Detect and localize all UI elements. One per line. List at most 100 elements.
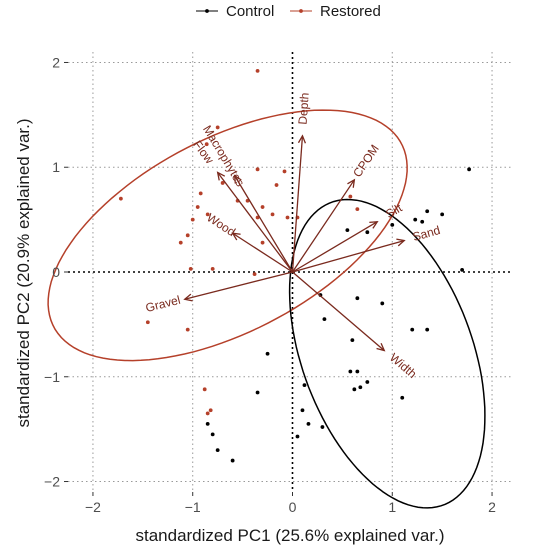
- point-control: [355, 369, 360, 374]
- point-control: [322, 317, 327, 322]
- point-restored: [348, 194, 353, 199]
- point-restored: [282, 169, 287, 174]
- arrow-gravel: [184, 271, 293, 300]
- x-tick-label: 1: [388, 499, 396, 515]
- point-control: [350, 338, 355, 342]
- point-control: [210, 432, 215, 437]
- point-restored: [285, 215, 290, 220]
- y-tick-label: 2: [52, 54, 60, 70]
- y-tick-label: 1: [52, 159, 60, 175]
- point-control: [365, 380, 370, 384]
- point-control: [300, 408, 305, 413]
- arrow-silt: [292, 221, 378, 273]
- x-tick-label: 2: [488, 499, 496, 515]
- loading-arrows: [183, 134, 406, 352]
- point-restored: [188, 266, 193, 271]
- point-control: [358, 385, 363, 390]
- point-restored: [260, 240, 265, 245]
- legend-dot-restored: [299, 9, 303, 13]
- point-restored: [274, 183, 279, 187]
- arrow-macrophytes: [234, 175, 294, 273]
- point-control: [348, 369, 353, 374]
- point-control: [413, 217, 418, 222]
- point-restored: [220, 181, 225, 185]
- x-axis-ticks: −2 −1 0 1 2: [85, 492, 496, 515]
- point-restored: [198, 191, 203, 196]
- grid-lines: [68, 52, 512, 492]
- arrowhead-depth: [297, 134, 307, 144]
- loading-label-sand: Sand: [411, 223, 442, 244]
- point-restored: [202, 387, 207, 392]
- point-control: [345, 228, 350, 232]
- point-restored: [145, 320, 150, 325]
- legend-label-control: Control: [226, 3, 274, 20]
- arrow-width: [292, 271, 385, 352]
- arrow-cpom: [291, 179, 355, 273]
- point-restored: [178, 240, 183, 245]
- y-tick-label: −2: [44, 474, 60, 490]
- legend-label-restored: Restored: [320, 3, 381, 20]
- loading-label-silt: Silt: [383, 200, 405, 221]
- point-restored: [270, 212, 275, 217]
- point-control: [365, 230, 370, 235]
- group-ellipses: [47, 109, 486, 509]
- point-control: [425, 209, 430, 214]
- point-restored: [118, 196, 123, 201]
- arrowhead-flow: [216, 171, 226, 181]
- point-control: [390, 222, 395, 227]
- point-control: [400, 395, 405, 400]
- point-restored: [355, 207, 360, 212]
- point-control: [265, 351, 270, 356]
- point-control: [410, 327, 415, 332]
- point-control: [467, 167, 471, 172]
- point-control: [230, 458, 235, 463]
- point-restored: [215, 125, 220, 130]
- point-restored: [204, 142, 209, 147]
- loading-label-wood: Wood: [204, 210, 238, 239]
- point-control: [380, 301, 385, 306]
- loading-label-gravel: Gravel: [144, 293, 182, 315]
- x-axis-title: standardized PC1 (25.6% explained var.): [135, 526, 444, 545]
- x-tick-label: 0: [289, 499, 297, 515]
- point-control: [425, 327, 430, 332]
- arrowhead-gravel: [183, 293, 193, 302]
- y-tick-label: −1: [44, 369, 60, 385]
- legend: Control Restored: [196, 3, 381, 20]
- point-control: [302, 383, 307, 388]
- arrowhead-width: [376, 342, 386, 352]
- point-control: [320, 425, 325, 429]
- point-restored: [208, 408, 213, 413]
- point-restored: [185, 233, 190, 238]
- point-control: [306, 422, 311, 426]
- point-restored: [190, 217, 195, 222]
- y-axis-ticks: −2 −1 0 1 2: [44, 54, 68, 490]
- point-restored: [252, 272, 257, 276]
- ellipse-restored: [47, 109, 408, 362]
- y-axis-title: standardized PC2 (20.9% explained var.): [14, 118, 33, 427]
- point-restored: [255, 68, 260, 73]
- arrowhead-cpom: [347, 178, 356, 188]
- point-restored: [210, 266, 215, 271]
- point-control: [255, 390, 260, 395]
- ellipse-control: [288, 198, 486, 509]
- arrowhead-silt: [369, 220, 379, 229]
- point-control: [205, 422, 210, 426]
- point-restored: [205, 411, 210, 416]
- arrowhead-sand: [396, 238, 406, 247]
- legend-dot-control: [205, 9, 209, 13]
- point-control: [460, 268, 465, 272]
- point-restored: [205, 212, 210, 217]
- point-restored: [255, 167, 260, 172]
- y-tick-label: 0: [52, 264, 60, 280]
- point-restored: [195, 205, 200, 209]
- point-restored: [260, 205, 265, 209]
- arrow-wood: [232, 232, 293, 273]
- x-tick-label: −1: [185, 499, 201, 515]
- loading-label-cpom: CPOM: [350, 142, 382, 180]
- point-control: [215, 448, 220, 452]
- point-control: [440, 212, 445, 217]
- point-restored: [185, 327, 190, 332]
- arrow-sand: [292, 239, 405, 273]
- loading-label-depth: Depth: [295, 92, 311, 125]
